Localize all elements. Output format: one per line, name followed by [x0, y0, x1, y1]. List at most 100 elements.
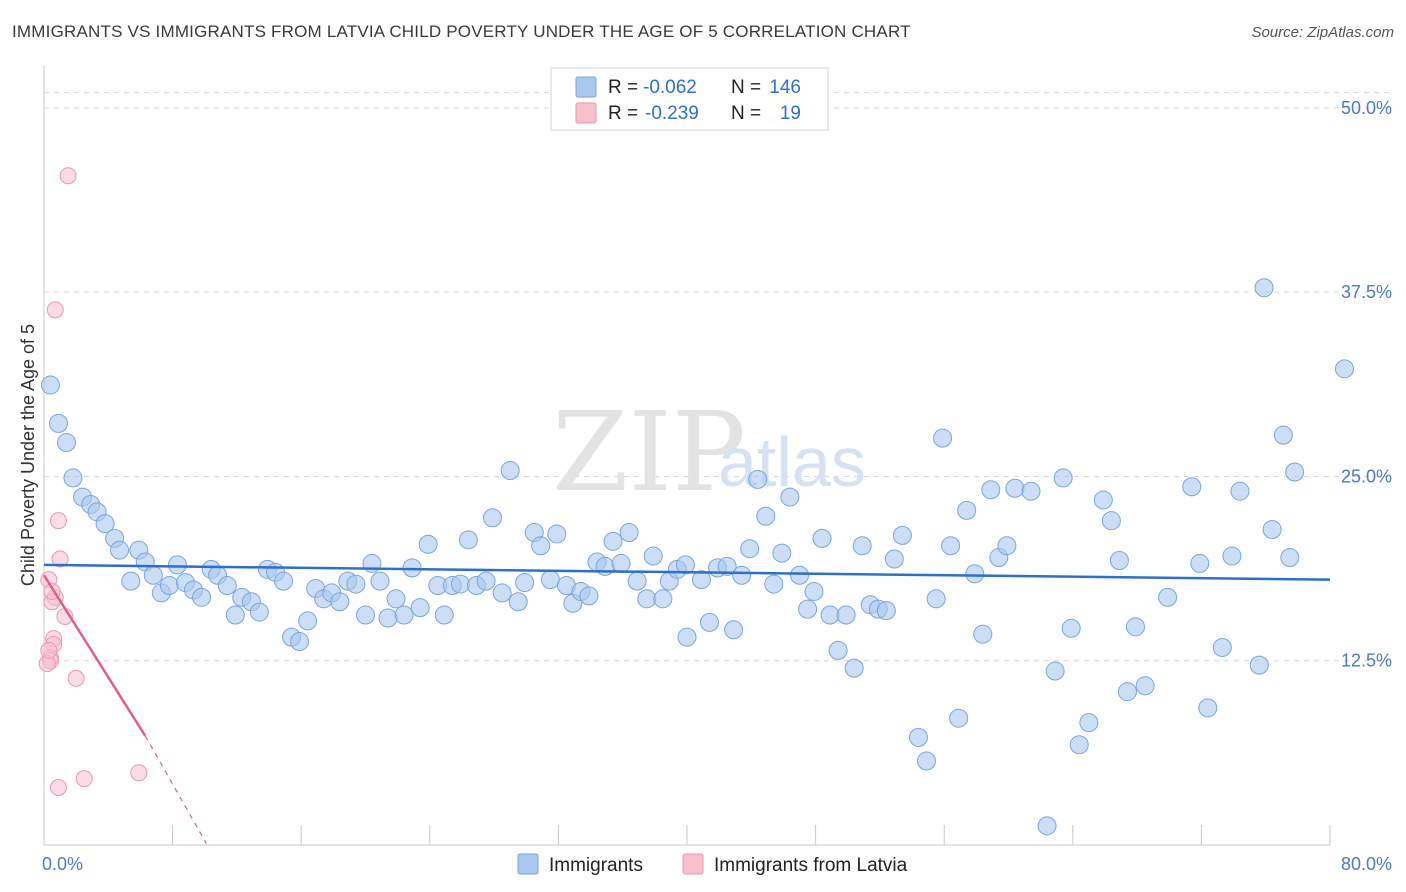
data-point-immigrants: [192, 587, 212, 607]
data-point-immigrants: [812, 528, 832, 548]
series-latvia-points: [38, 167, 148, 797]
data-point-immigrants: [981, 480, 1001, 500]
data-point-immigrants: [217, 576, 237, 596]
data-point-immigrants: [394, 605, 414, 625]
data-point-latvia: [51, 550, 69, 568]
data-point-latvia: [75, 770, 93, 788]
data-point-immigrants: [1069, 735, 1089, 755]
legend-r-value-2: -0.239: [645, 103, 699, 124]
data-point-immigrants: [619, 522, 639, 542]
bottom-legend-label-immigrants: Immigrants: [549, 855, 643, 876]
trend-line-immigrants: [43, 563, 1331, 581]
legend-n-label-2: N =: [731, 103, 761, 124]
data-point-immigrants: [143, 565, 163, 585]
legend-n-value-2: 19: [780, 103, 801, 124]
data-point-immigrants: [908, 727, 928, 747]
data-point-immigrants: [653, 589, 673, 609]
data-point-immigrants: [627, 571, 647, 591]
data-point-immigrants: [225, 605, 245, 625]
legend-n-value-1: 146: [769, 77, 801, 98]
axes: [43, 66, 1331, 846]
data-point-immigrants: [1045, 661, 1065, 681]
data-point-immigrants: [949, 708, 969, 728]
legend-r-label-2: R =: [608, 103, 638, 124]
data-point-latvia: [67, 669, 85, 687]
data-point-immigrants: [957, 500, 977, 520]
data-point-immigrants: [852, 536, 872, 556]
y-tick-labels: 12.5% 25.0% 37.5% 50.0%: [1341, 98, 1392, 671]
data-point-latvia: [130, 764, 148, 782]
data-point-immigrants: [476, 571, 496, 591]
data-point-immigrants: [637, 589, 657, 609]
data-point-immigrants: [1280, 548, 1300, 568]
data-point-immigrants: [1021, 481, 1041, 501]
data-point-immigrants: [434, 605, 454, 625]
data-point-immigrants: [1101, 511, 1121, 531]
data-point-immigrants: [675, 555, 695, 575]
data-point-immigrants: [717, 556, 737, 576]
data-point-immigrants: [159, 576, 179, 596]
data-point-immigrants: [1262, 520, 1282, 540]
data-point-immigrants: [611, 553, 631, 573]
data-point-immigrants: [418, 534, 438, 554]
data-point-immigrants: [1093, 490, 1113, 510]
data-point-immigrants: [1109, 550, 1129, 570]
y-axis-label: Child Poverty Under the Age of 5: [18, 324, 38, 586]
data-point-immigrants: [790, 565, 810, 585]
data-point-latvia: [49, 779, 67, 797]
data-point-immigrants: [1222, 546, 1242, 566]
x-tick-label: 80.0%: [1341, 854, 1392, 874]
data-point-immigrants: [515, 573, 535, 593]
data-point-immigrants: [1273, 425, 1293, 445]
legend-swatch-immigrants: [575, 76, 597, 98]
data-point-latvia: [59, 167, 77, 185]
data-point-immigrants: [643, 546, 663, 566]
data-point-immigrants: [1334, 359, 1354, 379]
data-point-immigrants: [370, 571, 390, 591]
data-point-immigrants: [772, 543, 792, 563]
data-point-immigrants: [121, 571, 141, 591]
legend-frame: [550, 67, 829, 131]
data-point-immigrants: [677, 627, 697, 647]
data-point-immigrants: [941, 536, 961, 556]
data-point-immigrants: [482, 508, 502, 528]
data-point-immigrants: [1117, 682, 1137, 702]
data-point-immigrants: [167, 555, 187, 575]
data-point-immigrants: [1037, 816, 1057, 836]
data-point-latvia: [46, 301, 64, 319]
data-point-immigrants: [892, 525, 912, 545]
data-point-immigrants: [933, 428, 953, 448]
data-point-immigrants: [274, 571, 294, 591]
source-credit: Source: ZipAtlas.com: [1251, 24, 1394, 41]
data-point-immigrants: [926, 589, 946, 609]
data-point-immigrants: [917, 751, 937, 771]
data-point-immigrants: [1079, 713, 1099, 733]
data-point-immigrants: [700, 612, 720, 632]
data-point-immigrants: [804, 581, 824, 601]
data-point-immigrants: [40, 375, 60, 395]
y-tick-label: 50.0%: [1341, 98, 1392, 118]
data-point-immigrants: [356, 605, 375, 625]
data-point-immigrants: [330, 592, 350, 612]
data-point-immigrants: [820, 605, 840, 625]
data-point-immigrants: [724, 620, 744, 640]
data-point-latvia: [49, 512, 67, 530]
data-point-immigrants: [547, 524, 567, 544]
data-point-immigrants: [798, 599, 818, 619]
data-point-immigrants: [1212, 637, 1232, 657]
data-point-immigrants: [500, 461, 520, 481]
bottom-legend: Immigrants Immigrants from Latvia: [517, 853, 908, 876]
data-point-immigrants: [458, 530, 478, 550]
trend-lines: [42, 563, 1331, 844]
data-point-immigrants: [1198, 698, 1218, 718]
data-point-immigrants: [290, 632, 310, 652]
data-point-immigrants: [531, 536, 551, 556]
legend-swatch-latvia: [575, 102, 597, 124]
data-point-immigrants: [386, 589, 406, 609]
data-point-immigrants: [1182, 477, 1202, 497]
data-point-immigrants: [965, 564, 985, 584]
bottom-legend-swatch-latvia: [682, 853, 704, 875]
data-point-immigrants: [780, 487, 800, 507]
data-point-immigrants: [732, 565, 752, 585]
